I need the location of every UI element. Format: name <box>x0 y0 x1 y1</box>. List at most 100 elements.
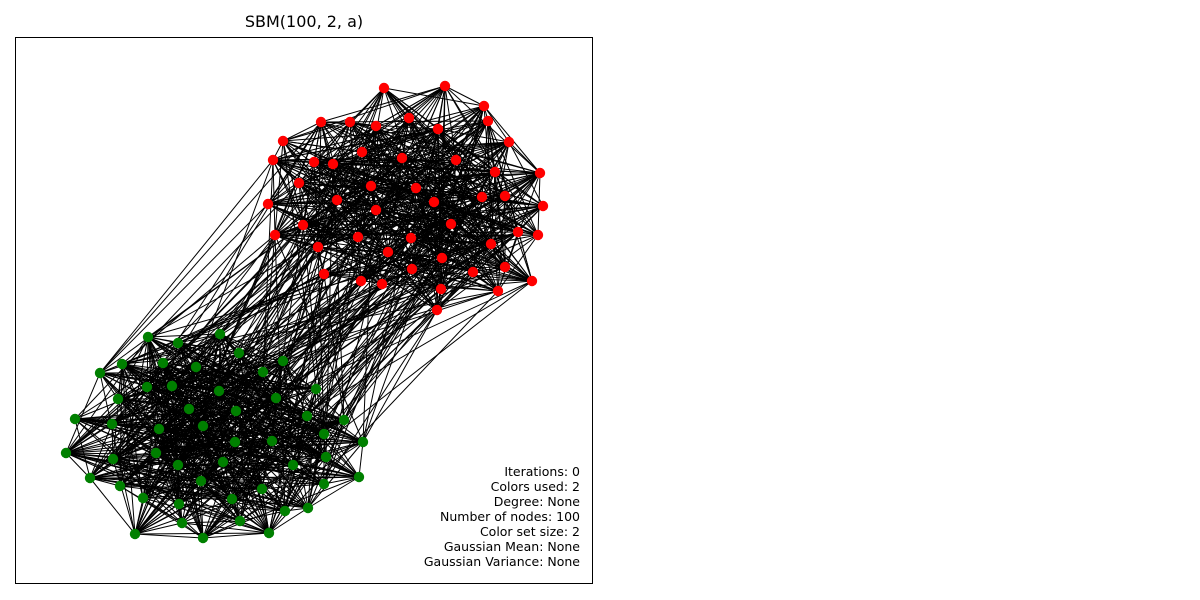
node-community-1 <box>431 304 443 316</box>
graph-edge <box>200 224 304 482</box>
graph-edge <box>89 477 263 490</box>
graph-edge <box>408 117 544 207</box>
node-community-1 <box>370 120 382 132</box>
node-community-2 <box>217 456 229 468</box>
node-community-1 <box>318 268 330 280</box>
node-community-2 <box>266 435 278 447</box>
node-community-1 <box>405 232 417 244</box>
node-community-1 <box>526 275 538 287</box>
node-community-2 <box>233 347 245 359</box>
node-community-1 <box>503 136 515 148</box>
graph-edge <box>361 141 510 153</box>
graph-edge <box>370 185 544 207</box>
node-community-2 <box>234 515 246 527</box>
graph-edge <box>472 271 499 292</box>
node-community-2 <box>229 436 241 448</box>
node-community-2 <box>190 361 202 373</box>
node-community-2 <box>197 420 209 432</box>
graph-edge <box>362 309 438 443</box>
graph-edge <box>202 532 270 539</box>
node-community-2 <box>183 403 195 415</box>
graph-edge <box>177 243 492 466</box>
node-community-2 <box>176 517 188 529</box>
node-community-2 <box>142 331 154 343</box>
graph-edge <box>121 251 389 365</box>
graph-edge <box>147 231 519 338</box>
graph-edge <box>178 503 270 534</box>
info-gaussian-variance: Gaussian Variance: None <box>423 554 580 569</box>
graph-edge <box>268 507 309 534</box>
graph-edge <box>202 520 241 539</box>
graph-edge <box>272 159 533 282</box>
node-community-1 <box>382 246 394 258</box>
graph-edge <box>234 441 270 534</box>
node-community-1 <box>312 241 324 253</box>
node-community-1 <box>331 194 343 206</box>
graph-edge <box>200 433 325 482</box>
graph-edge <box>188 257 443 410</box>
node-community-1 <box>297 219 309 231</box>
graph-edge <box>171 224 304 387</box>
nodes <box>60 80 549 544</box>
graph-edge <box>162 362 308 417</box>
graph-edge <box>155 441 364 454</box>
graph-edge <box>89 477 136 535</box>
graph-edge <box>195 159 274 368</box>
graph-edge <box>504 195 539 236</box>
graph-edge <box>117 371 264 400</box>
node-community-2 <box>106 418 118 430</box>
graph-edge <box>332 163 541 174</box>
graph-edge <box>142 497 270 534</box>
graph-edge <box>361 105 485 153</box>
node-community-2 <box>279 505 291 517</box>
graph-edge <box>181 488 263 524</box>
node-community-2 <box>112 393 124 405</box>
graph-edge <box>65 428 160 454</box>
graph-edge <box>121 288 442 365</box>
node-community-1 <box>492 285 504 297</box>
graph-edge <box>302 205 544 226</box>
graph-edge <box>343 223 452 421</box>
node-community-2 <box>137 492 149 504</box>
graph-edge <box>282 85 446 142</box>
graph-edge <box>271 440 327 458</box>
node-community-1 <box>378 82 390 94</box>
graph-edge <box>401 157 541 174</box>
graph-edge <box>268 273 325 534</box>
node-community-1 <box>344 116 356 128</box>
graph-edge <box>411 266 506 270</box>
graph-edge <box>282 128 439 142</box>
graph-edge <box>178 503 286 512</box>
node-community-1 <box>499 261 511 273</box>
graph-edge <box>177 464 183 524</box>
graph-edge <box>65 425 204 454</box>
node-community-2 <box>214 328 226 340</box>
graph-edge <box>121 234 276 365</box>
graph-edge <box>134 533 204 539</box>
plot-area: Iterations: 0 Colors used: 2 Degree: Non… <box>15 37 593 584</box>
node-community-2 <box>318 478 330 490</box>
graph-edge <box>134 522 183 535</box>
node-community-2 <box>114 480 126 492</box>
graph-edge <box>231 309 438 500</box>
node-community-2 <box>213 385 225 397</box>
graph-edge <box>142 497 183 524</box>
graph-edge <box>99 159 274 374</box>
graph-edge <box>375 187 417 211</box>
node-community-2 <box>270 392 282 404</box>
node-community-1 <box>478 100 490 112</box>
node-community-2 <box>277 355 289 367</box>
graph-edge <box>239 520 270 534</box>
info-gaussian-mean: Gaussian Mean: None <box>443 539 580 554</box>
node-community-1 <box>482 115 494 127</box>
node-community-1 <box>485 238 497 250</box>
node-community-1 <box>432 123 444 135</box>
node-community-2 <box>353 471 365 483</box>
node-community-2 <box>60 447 72 459</box>
node-community-2 <box>129 528 141 540</box>
graph-edge <box>401 141 510 159</box>
graph-edge <box>234 280 362 443</box>
graph-edge <box>415 187 519 233</box>
node-community-2 <box>172 459 184 471</box>
